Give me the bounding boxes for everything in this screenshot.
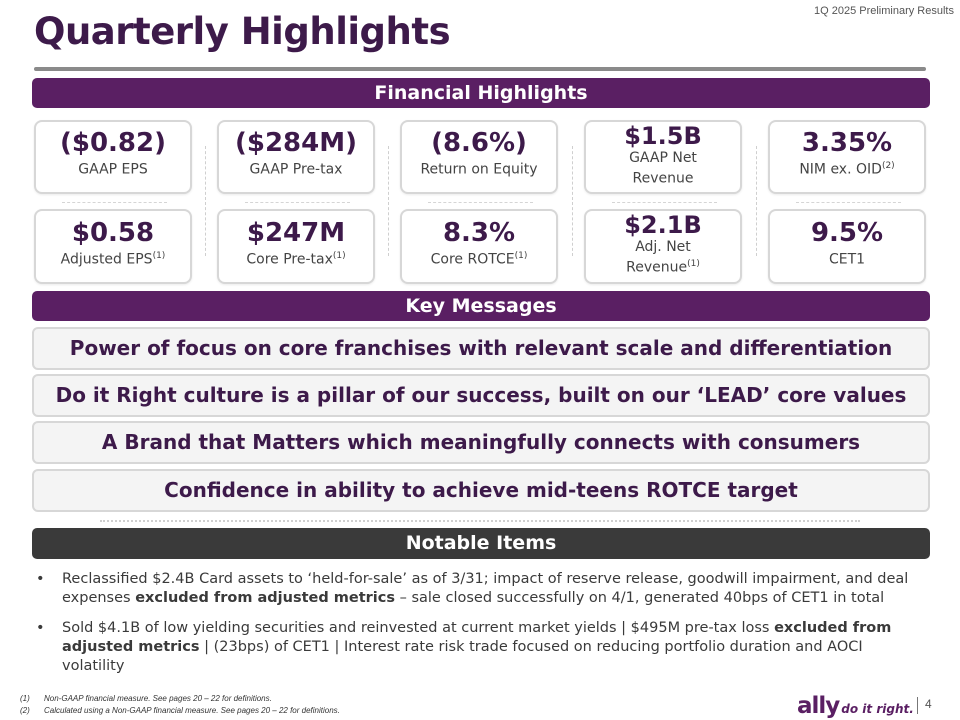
key-messages-header: Key Messages — [32, 291, 930, 321]
footnotes: (1) Non-GAAP financial measure. See pages… — [20, 693, 340, 717]
row-divider — [796, 202, 901, 203]
metric-card-gaap-pretax: ($284M) GAAP Pre-tax — [217, 120, 375, 194]
row-divider — [245, 202, 350, 203]
metric-card-cet1: 9.5% CET1 — [768, 209, 926, 284]
metric-label: Core Pre-tax(1) — [246, 251, 346, 268]
list-item: • Sold $4.1B of low yielding securities … — [36, 620, 892, 674]
metric-card-gaap-eps: ($0.82) GAAP EPS — [34, 120, 192, 194]
metric-value: ($284M) — [234, 128, 357, 158]
metric-value: (8.6%) — [431, 128, 527, 158]
key-message-item: Power of focus on core franchises with r… — [32, 327, 930, 370]
footnote: (2) Calculated using a Non-GAAP financial… — [20, 706, 340, 715]
column-divider — [205, 146, 206, 256]
metric-label: NIM ex. OID(2) — [799, 161, 895, 178]
column-divider — [572, 146, 573, 256]
row-divider — [62, 202, 167, 203]
report-subtitle: 1Q 2025 Preliminary Results — [813, 5, 954, 17]
bullet-icon: • — [36, 571, 45, 587]
metric-card-core-pretax: $247M Core Pre-tax(1) — [217, 209, 375, 284]
metric-value: 8.3% — [442, 218, 516, 248]
metric-label: Adjusted EPS(1) — [60, 251, 166, 268]
key-message-item: Confidence in ability to achieve mid-tee… — [32, 469, 930, 512]
page-number: 4 — [925, 697, 932, 711]
page-title: Quarterly Highlights — [34, 10, 451, 53]
list-item: • Reclassified $2.4B Card assets to ‘hel… — [36, 571, 909, 606]
column-divider — [756, 146, 757, 256]
row-divider — [428, 202, 533, 203]
column-divider — [388, 146, 389, 256]
key-message-item: Do it Right culture is a pillar of our s… — [32, 374, 930, 417]
metric-value: 3.35% — [801, 128, 893, 158]
footnote: (1) Non-GAAP financial measure. See pages… — [20, 694, 272, 703]
section-divider — [100, 520, 860, 522]
metric-label: GAAP Pre-tax — [249, 161, 343, 178]
metric-value: 9.5% — [810, 218, 884, 248]
metric-card-roe: (8.6%) Return on Equity — [400, 120, 558, 194]
financial-highlights-header: Financial Highlights — [32, 78, 930, 108]
metric-value: $2.1B — [624, 211, 702, 239]
metric-card-adj-net-revenue: $2.1B Adj. Net Revenue(1) — [584, 209, 742, 284]
metric-value: $247M — [246, 218, 346, 248]
metric-label: GAAP EPS — [78, 161, 148, 178]
metric-value: $0.58 — [71, 218, 155, 248]
metric-card-gaap-net-revenue: $1.5B GAAP Net Revenue — [584, 120, 742, 194]
metric-label: Return on Equity — [420, 161, 538, 178]
notable-items-list: • Reclassified $2.4B Card assets to ‘hel… — [36, 570, 926, 687]
title-divider — [34, 67, 926, 71]
metric-label: CET1 — [828, 251, 866, 268]
metric-card-core-rotce: 8.3% Core ROTCE(1) — [400, 209, 558, 284]
ally-logo: ally do it right. — [797, 693, 914, 719]
metric-label: Core ROTCE(1) — [430, 251, 528, 268]
row-divider — [612, 202, 717, 203]
metric-value: $1.5B — [624, 122, 702, 150]
metric-value: ($0.82) — [59, 128, 166, 158]
bullet-icon: • — [36, 620, 45, 636]
metric-label: Adj. Net Revenue(1) — [626, 239, 700, 276]
notable-items-header: Notable Items — [32, 528, 930, 559]
metric-label: GAAP Net Revenue — [629, 150, 697, 187]
metric-card-adjusted-eps: $0.58 Adjusted EPS(1) — [34, 209, 192, 284]
page-separator — [917, 697, 918, 714]
key-message-item: A Brand that Matters which meaningfully … — [32, 421, 930, 464]
metric-card-nim: 3.35% NIM ex. OID(2) — [768, 120, 926, 194]
